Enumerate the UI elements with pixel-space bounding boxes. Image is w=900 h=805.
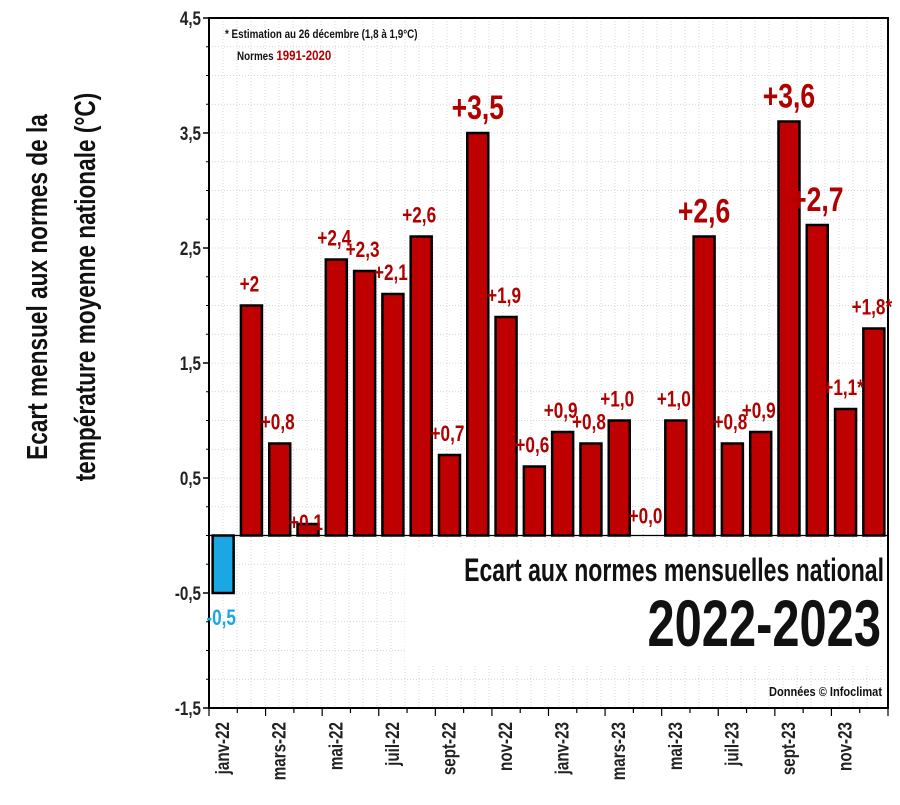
data-label-avr-23: +0,0 [629,505,663,530]
bar-oct-23 [805,223,830,537]
data-label-juil-22: +2,1 [374,261,408,286]
bar-avr-22 [296,522,320,537]
y-axis-title-line2: température moyenne nationale (°C) [68,93,101,482]
bar-janv-23 [550,430,575,537]
bar-oct-22 [466,131,490,537]
estimation-note: * Estimation au 26 décembre (1,8 à 1,9°C… [225,28,418,41]
x-tick-label: janv-23 [551,722,573,775]
data-label-oct-22: +3,5 [452,89,504,127]
data-label-juin-23: +2,6 [678,192,730,230]
y-tick-label: -1,5 [175,697,202,719]
x-tick-label: janv-22 [211,722,233,775]
x-tick-label: nov-23 [834,722,856,771]
x-tick-label: mai-22 [325,722,347,770]
bar-sept-22 [437,453,462,537]
title-box [405,548,886,666]
normes-period: 1991-2020 [276,47,331,63]
data-label-janv-23: +0,9 [544,399,578,424]
data-label-sept-23: +3,6 [763,77,815,115]
x-axis: janv-22 mars-22 mai-22 juil-22 sept-22 nov-22… [208,708,889,780]
y-tick-label: -0,5 [175,582,202,604]
data-label-févr-23: +0,8 [572,411,606,436]
x-tick-label: nov-22 [494,722,516,771]
data-label-mars-22: +0,8 [261,411,295,436]
y-axis: 4,5 3,5 2,5 1,5 0,5 -0,5 -1,5 [175,7,209,719]
data-label-déc-23: +1,8* [852,296,893,321]
y-tick-label: 0,5 [180,467,201,489]
data-label-févr-22: +2 [240,273,260,298]
bar-juil-22 [381,292,405,537]
data-source: Données © Infoclimat [769,684,882,699]
data-label-oct-23: +2,7 [791,181,843,219]
x-tick-label: juil-22 [381,722,403,767]
bar-août-22 [409,235,433,537]
bar-juin-22 [352,269,377,537]
normes-note-prefix: Normes [237,50,276,63]
y-tick-label: 3,5 [180,122,201,144]
data-label-mai-23: +1,0 [657,388,691,413]
bar-févr-22 [239,304,264,537]
bar-mars-23 [607,419,631,537]
y-tick-label: 4,5 [180,7,201,29]
x-tick-label: mars-23 [608,722,630,780]
bar-sept-23 [777,120,801,537]
data-label-janv-22: -0,5 [206,606,236,631]
bar-déc-22 [522,465,547,537]
y-tick-label: 1,5 [180,352,201,374]
chart-title: 2022-2023 [647,587,881,661]
bar-mai-22 [324,258,349,537]
data-label-nov-22: +1,9 [487,284,521,309]
bars [211,120,886,595]
bar-févr-23 [579,442,603,537]
bar-août-23 [748,430,773,537]
x-tick-label: sept-23 [777,722,799,775]
x-tick-label: mars-22 [268,722,290,780]
bar-nov-22 [494,315,518,537]
bar-juil-23 [720,442,745,537]
data-label-mars-23: +1,0 [600,388,634,413]
y-axis-title-line1: Ecart mensuel aux normes de la [20,114,53,460]
data-label-juil-23: +0,8 [713,411,747,436]
data-label-nov-23: +1,1* [823,376,864,401]
bar-janv-22 [211,534,235,595]
normes-note: Normes 1991-2020 [237,47,331,63]
data-label-août-22: +2,6 [402,204,436,229]
data-label-sept-22: +0,7 [431,422,465,447]
data-label-avr-22: +0,1 [289,511,323,536]
data-label-juin-22: +2,3 [346,238,380,263]
chart-subtitle: Ecart aux normes mensuelles national [464,552,884,588]
bar-mars-22 [267,442,292,537]
bar-déc-23 [862,327,886,537]
data-label-mai-22: +2,4 [317,227,351,252]
data-label-août-23: +0,9 [742,399,776,424]
bar-nov-23 [833,407,858,537]
bar-juin-23 [692,235,716,537]
bar-mai-23 [664,419,688,537]
x-tick-label: sept-22 [438,722,460,775]
x-tick-label: juil-23 [721,722,743,767]
data-labels: -0,5 +2 +0,8 +0,1 +2,4+2,3+2,1 +2,6 +0,7 +3,5 +1… [206,77,892,630]
x-tick-label: mai-23 [664,722,686,770]
y-tick-label: 2,5 [180,237,201,259]
data-label-déc-22: +0,6 [515,434,549,459]
